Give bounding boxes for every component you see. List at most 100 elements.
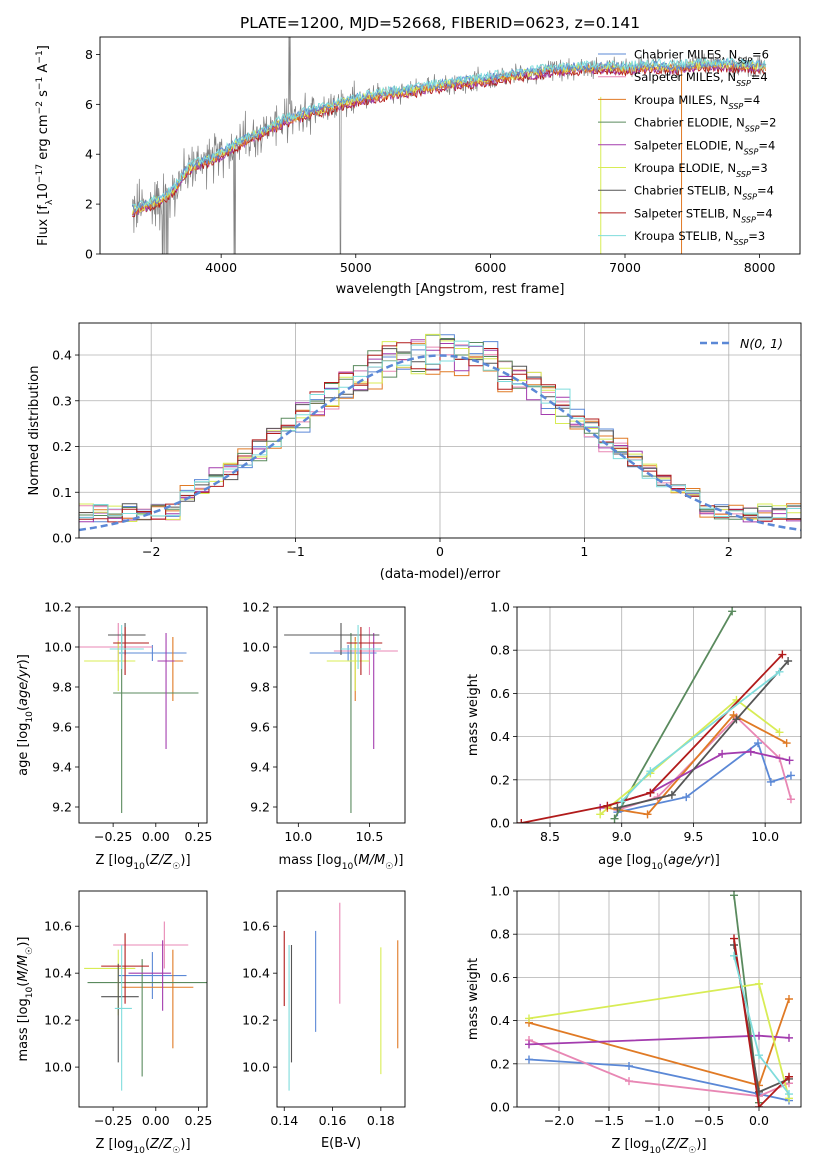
x-tick-label: 2 — [725, 544, 733, 559]
label-part: ☉ — [688, 1146, 696, 1156]
label-part: mass [ — [279, 853, 322, 868]
label-part: log — [16, 723, 31, 743]
figure-title: PLATE=1200, MJD=52668, FIBERID=0623, z=0… — [240, 14, 640, 32]
y-tick-label: 0.4 — [52, 348, 72, 363]
y-tick-label: 10.0 — [242, 1060, 270, 1075]
x-tick-label: 0.25 — [185, 829, 213, 844]
y-tick-label: 0.6 — [490, 970, 510, 985]
label-part: age/yr — [16, 663, 31, 706]
label-part: 10 — [649, 1146, 661, 1156]
y-axis-label: mass weight — [466, 958, 481, 1040]
label-part: ] — [36, 45, 51, 50]
y-axis-label: mass weight — [466, 674, 481, 756]
y-axis-label: mass [log10(M/M☉)] — [16, 937, 35, 1062]
x-tick-label: 8000 — [744, 260, 776, 275]
label-part: log — [630, 1137, 650, 1152]
series-line-salpeter_stelib — [733, 938, 790, 1107]
plot-area-mass_vs_Z — [84, 921, 207, 1091]
legend-n: =4 — [758, 138, 775, 152]
axes-frame — [276, 606, 406, 824]
label-part: −2 — [35, 101, 45, 114]
y-tick-label: 9.4 — [250, 760, 270, 775]
panel-weight_vs_age: 8.5 9.0 9.5 10.0 0.0 0.2 0.4 0.6 0.8 1.0 mass weig… — [466, 600, 802, 872]
y-axis-label: Normed distribution — [27, 366, 42, 496]
x-tick-label: 0.00 — [142, 1113, 170, 1128]
legend-n: =6 — [752, 48, 769, 62]
label-part: M/M — [16, 955, 31, 982]
label-part: λ — [45, 199, 55, 205]
panel-residuals: −2 −1 0 1 2 0.0 0.1 0.2 0.3 0.4 (data-model)/error… — [27, 322, 802, 582]
point-marker-kroupa_elodie — [755, 979, 763, 988]
point-marker-salpeter_elodie — [525, 1040, 533, 1049]
label-part: 10 — [25, 986, 35, 998]
label-part: M/M — [358, 853, 385, 868]
point-marker-chabrier_elodie — [728, 607, 737, 616]
legend-text: Kroupa MILES, N — [634, 93, 729, 107]
point-marker-kroupa_stelib — [730, 951, 738, 960]
label-part: Flux [f — [36, 205, 51, 246]
point-marker-chabrier_miles — [766, 777, 775, 786]
label-part: Z/Z — [149, 853, 173, 868]
label-part: Z [ — [95, 853, 113, 868]
point-marker-chabrier_miles — [786, 771, 795, 780]
series-line-kroupa_elodie — [599, 698, 781, 816]
label-part: age [ — [16, 742, 31, 775]
x-axis-label: E(B-V) — [321, 1136, 361, 1151]
histogram-kroupa_stelib — [79, 340, 801, 520]
plot-area-spectrum — [131, 37, 767, 254]
legend-label-kroupa_elodie: Kroupa ELODIE, NSSP=3 — [634, 161, 768, 179]
y-axis-label: age [log10(age/yr)] — [16, 654, 35, 776]
label-part: 10 — [36, 183, 51, 200]
point-marker-kroupa_elodie — [525, 1014, 533, 1023]
legend: Chabrier MILES, NSSP=6 Salpeter MILES, NS… — [598, 48, 776, 247]
panel-age_vs_Z: −0.25 0.00 0.259.29.49.69.810.010.2Z [log1… — [16, 600, 212, 873]
x-axis-label: Z [log10(Z/Z☉)] — [95, 853, 190, 872]
point-marker-salpeter_elodie — [746, 747, 755, 756]
y-tick-label: 10.0 — [44, 640, 72, 655]
legend-sub: SSP — [745, 124, 760, 133]
legend-sub: SSP — [744, 147, 759, 156]
normal-distribution-curve — [79, 354, 801, 532]
series-line-kroupa_miles — [607, 713, 788, 816]
label-part: )] — [16, 937, 31, 947]
series-line-salpeter_miles — [528, 1039, 790, 1098]
histogram-kroupa_miles — [79, 343, 801, 520]
y-tick-label: 10.0 — [242, 640, 270, 655]
legend-sub: SSP — [736, 79, 751, 88]
label-part: Z/Z — [665, 1137, 689, 1152]
y-tick-label: 0.2 — [490, 1056, 510, 1071]
label-part: s — [36, 90, 51, 101]
x-axis-label: Z [log10(Z/Z☉)] — [95, 1137, 190, 1156]
legend-n: =2 — [760, 116, 777, 130]
point-marker-salpeter_stelib — [730, 934, 738, 943]
point-marker-chabrier_miles — [753, 739, 762, 748]
legend-sub: SSP — [741, 215, 756, 224]
series-line-salpeter_stelib — [521, 653, 784, 823]
axes-frame — [78, 322, 802, 539]
point-marker-chabrier_stelib — [667, 790, 676, 799]
label-part: ( — [16, 982, 31, 987]
legend-text: Kroupa STELIB, N — [634, 229, 734, 243]
label-part: log — [114, 853, 134, 868]
legend-label-chabrier_miles: Chabrier MILES, NSSP=6 — [634, 48, 769, 66]
label-part: Z [ — [611, 1137, 629, 1152]
label-part: log — [114, 1137, 134, 1152]
x-tick-label: 10.0 — [751, 829, 779, 844]
y-tick-label: 9.2 — [250, 800, 270, 815]
legend-sub: SSP — [729, 101, 744, 110]
point-marker-chabrier_elodie — [610, 814, 619, 823]
label-part: ☉ — [172, 1146, 180, 1156]
legend-label-salpeter_miles: Salpeter MILES, NSSP=4 — [634, 70, 768, 88]
legend-text: Chabrier STELIB, N — [634, 184, 742, 198]
model-line-kroupa_stelib — [132, 56, 766, 212]
y-tick-label: 9.2 — [52, 800, 72, 815]
y-tick-label: 0 — [85, 247, 93, 262]
legend-text: Salpeter STELIB, N — [634, 206, 741, 220]
plot-area-weight_vs_Z — [517, 891, 801, 1107]
y-tick-label: 9.6 — [52, 720, 72, 735]
point-marker-salpeter_stelib — [778, 650, 787, 659]
legend-label-kroupa_stelib: Kroupa STELIB, NSSP=3 — [634, 229, 765, 247]
x-tick-label: −2.0 — [544, 1113, 574, 1128]
legend-n: =4 — [751, 70, 768, 84]
